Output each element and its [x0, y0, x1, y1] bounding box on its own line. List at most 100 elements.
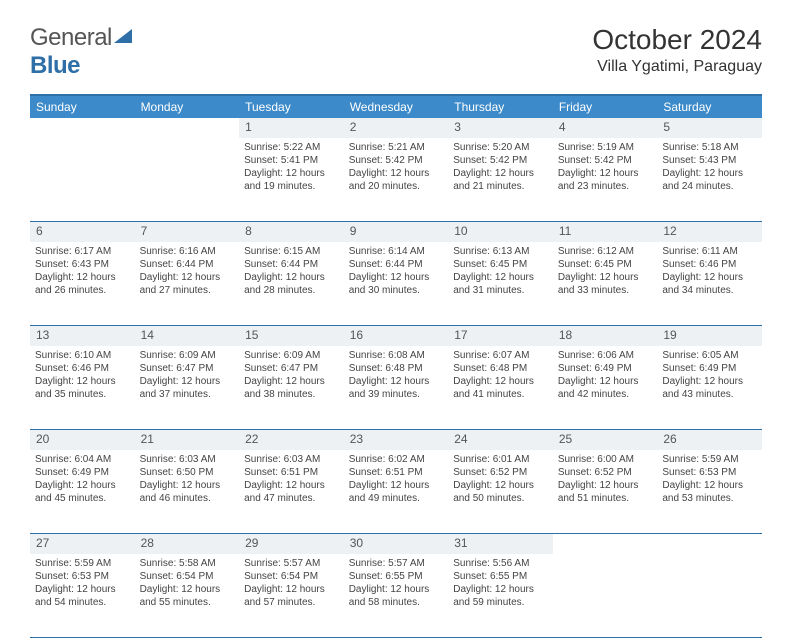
day-number: 7 [135, 222, 240, 242]
header: General Blue October 2024 Villa Ygatimi,… [30, 24, 762, 80]
sunset-line: Sunset: 6:50 PM [140, 466, 235, 479]
day-cell: Sunrise: 6:00 AMSunset: 6:52 PMDaylight:… [553, 450, 658, 534]
weekday-header: Friday [553, 95, 658, 118]
day-cell: Sunrise: 5:20 AMSunset: 5:42 PMDaylight:… [448, 138, 553, 222]
daylight-line: Daylight: 12 hours and 46 minutes. [140, 479, 235, 505]
sunset-line: Sunset: 6:48 PM [349, 362, 444, 375]
sunset-line: Sunset: 6:49 PM [35, 466, 130, 479]
sunrise-line: Sunrise: 6:08 AM [349, 349, 444, 362]
daylight-line: Daylight: 12 hours and 26 minutes. [35, 271, 130, 297]
sunrise-line: Sunrise: 5:21 AM [349, 141, 444, 154]
day-number [30, 118, 135, 138]
day-cell: Sunrise: 6:10 AMSunset: 6:46 PMDaylight:… [30, 346, 135, 430]
day-number: 14 [135, 326, 240, 346]
month-title: October 2024 [592, 24, 762, 56]
day-number: 24 [448, 430, 553, 450]
day-number: 5 [657, 118, 762, 138]
sunrise-line: Sunrise: 5:57 AM [349, 557, 444, 570]
logo: General Blue [30, 24, 134, 80]
day-cell: Sunrise: 5:18 AMSunset: 5:43 PMDaylight:… [657, 138, 762, 222]
title-block: October 2024 Villa Ygatimi, Paraguay [592, 24, 762, 76]
sunset-line: Sunset: 6:54 PM [244, 570, 339, 583]
day-cell: Sunrise: 6:12 AMSunset: 6:45 PMDaylight:… [553, 242, 658, 326]
day-cell: Sunrise: 6:16 AMSunset: 6:44 PMDaylight:… [135, 242, 240, 326]
daylight-line: Daylight: 12 hours and 41 minutes. [453, 375, 548, 401]
day-cell: Sunrise: 5:22 AMSunset: 5:41 PMDaylight:… [239, 138, 344, 222]
sunrise-line: Sunrise: 6:00 AM [558, 453, 653, 466]
day-number: 28 [135, 534, 240, 554]
sunset-line: Sunset: 6:48 PM [453, 362, 548, 375]
weekday-header: Monday [135, 95, 240, 118]
day-number: 2 [344, 118, 449, 138]
day-cell: Sunrise: 6:06 AMSunset: 6:49 PMDaylight:… [553, 346, 658, 430]
day-cell: Sunrise: 6:05 AMSunset: 6:49 PMDaylight:… [657, 346, 762, 430]
daylight-line: Daylight: 12 hours and 28 minutes. [244, 271, 339, 297]
sunset-line: Sunset: 6:43 PM [35, 258, 130, 271]
sunrise-line: Sunrise: 6:14 AM [349, 245, 444, 258]
day-number: 9 [344, 222, 449, 242]
day-cell: Sunrise: 5:57 AMSunset: 6:55 PMDaylight:… [344, 554, 449, 638]
sunrise-line: Sunrise: 5:19 AM [558, 141, 653, 154]
daylight-line: Daylight: 12 hours and 27 minutes. [140, 271, 235, 297]
day-cell: Sunrise: 5:59 AMSunset: 6:53 PMDaylight:… [657, 450, 762, 534]
sunrise-line: Sunrise: 5:58 AM [140, 557, 235, 570]
day-number: 30 [344, 534, 449, 554]
day-cell: Sunrise: 6:01 AMSunset: 6:52 PMDaylight:… [448, 450, 553, 534]
sunrise-line: Sunrise: 5:22 AM [244, 141, 339, 154]
daylight-line: Daylight: 12 hours and 23 minutes. [558, 167, 653, 193]
day-number-row: 13141516171819 [30, 326, 762, 346]
weekday-header-row: SundayMondayTuesdayWednesdayThursdayFrid… [30, 95, 762, 118]
day-cell: Sunrise: 6:13 AMSunset: 6:45 PMDaylight:… [448, 242, 553, 326]
sunrise-line: Sunrise: 6:09 AM [244, 349, 339, 362]
sunrise-line: Sunrise: 6:17 AM [35, 245, 130, 258]
day-number: 10 [448, 222, 553, 242]
day-number: 21 [135, 430, 240, 450]
day-cell: Sunrise: 6:03 AMSunset: 6:51 PMDaylight:… [239, 450, 344, 534]
day-number [135, 118, 240, 138]
day-number: 16 [344, 326, 449, 346]
day-cell: Sunrise: 6:11 AMSunset: 6:46 PMDaylight:… [657, 242, 762, 326]
sunrise-line: Sunrise: 6:03 AM [244, 453, 339, 466]
weekday-header: Saturday [657, 95, 762, 118]
daylight-line: Daylight: 12 hours and 37 minutes. [140, 375, 235, 401]
sunset-line: Sunset: 6:46 PM [35, 362, 130, 375]
logo-sail-icon [112, 24, 134, 52]
sunset-line: Sunset: 6:49 PM [558, 362, 653, 375]
sunset-line: Sunset: 6:54 PM [140, 570, 235, 583]
sunrise-line: Sunrise: 6:06 AM [558, 349, 653, 362]
sunset-line: Sunset: 6:44 PM [140, 258, 235, 271]
day-cell: Sunrise: 6:14 AMSunset: 6:44 PMDaylight:… [344, 242, 449, 326]
sunrise-line: Sunrise: 6:15 AM [244, 245, 339, 258]
day-number: 8 [239, 222, 344, 242]
day-content-row: Sunrise: 6:04 AMSunset: 6:49 PMDaylight:… [30, 450, 762, 534]
day-cell: Sunrise: 5:19 AMSunset: 5:42 PMDaylight:… [553, 138, 658, 222]
day-number: 31 [448, 534, 553, 554]
sunset-line: Sunset: 6:44 PM [244, 258, 339, 271]
day-number: 23 [344, 430, 449, 450]
sunset-line: Sunset: 6:49 PM [662, 362, 757, 375]
day-number: 15 [239, 326, 344, 346]
sunset-line: Sunset: 5:42 PM [558, 154, 653, 167]
day-content-row: Sunrise: 5:59 AMSunset: 6:53 PMDaylight:… [30, 554, 762, 638]
day-number: 12 [657, 222, 762, 242]
day-number: 4 [553, 118, 658, 138]
daylight-line: Daylight: 12 hours and 39 minutes. [349, 375, 444, 401]
sunrise-line: Sunrise: 6:05 AM [662, 349, 757, 362]
sunrise-line: Sunrise: 6:11 AM [662, 245, 757, 258]
sunrise-line: Sunrise: 6:13 AM [453, 245, 548, 258]
day-number [657, 534, 762, 554]
sunrise-line: Sunrise: 6:09 AM [140, 349, 235, 362]
day-cell: Sunrise: 5:58 AMSunset: 6:54 PMDaylight:… [135, 554, 240, 638]
calendar-table: SundayMondayTuesdayWednesdayThursdayFrid… [30, 94, 762, 638]
day-number: 27 [30, 534, 135, 554]
daylight-line: Daylight: 12 hours and 49 minutes. [349, 479, 444, 505]
daylight-line: Daylight: 12 hours and 33 minutes. [558, 271, 653, 297]
day-cell: Sunrise: 5:21 AMSunset: 5:42 PMDaylight:… [344, 138, 449, 222]
day-cell [30, 138, 135, 222]
daylight-line: Daylight: 12 hours and 51 minutes. [558, 479, 653, 505]
daylight-line: Daylight: 12 hours and 58 minutes. [349, 583, 444, 609]
daylight-line: Daylight: 12 hours and 19 minutes. [244, 167, 339, 193]
sunset-line: Sunset: 6:46 PM [662, 258, 757, 271]
daylight-line: Daylight: 12 hours and 35 minutes. [35, 375, 130, 401]
sunset-line: Sunset: 5:42 PM [349, 154, 444, 167]
